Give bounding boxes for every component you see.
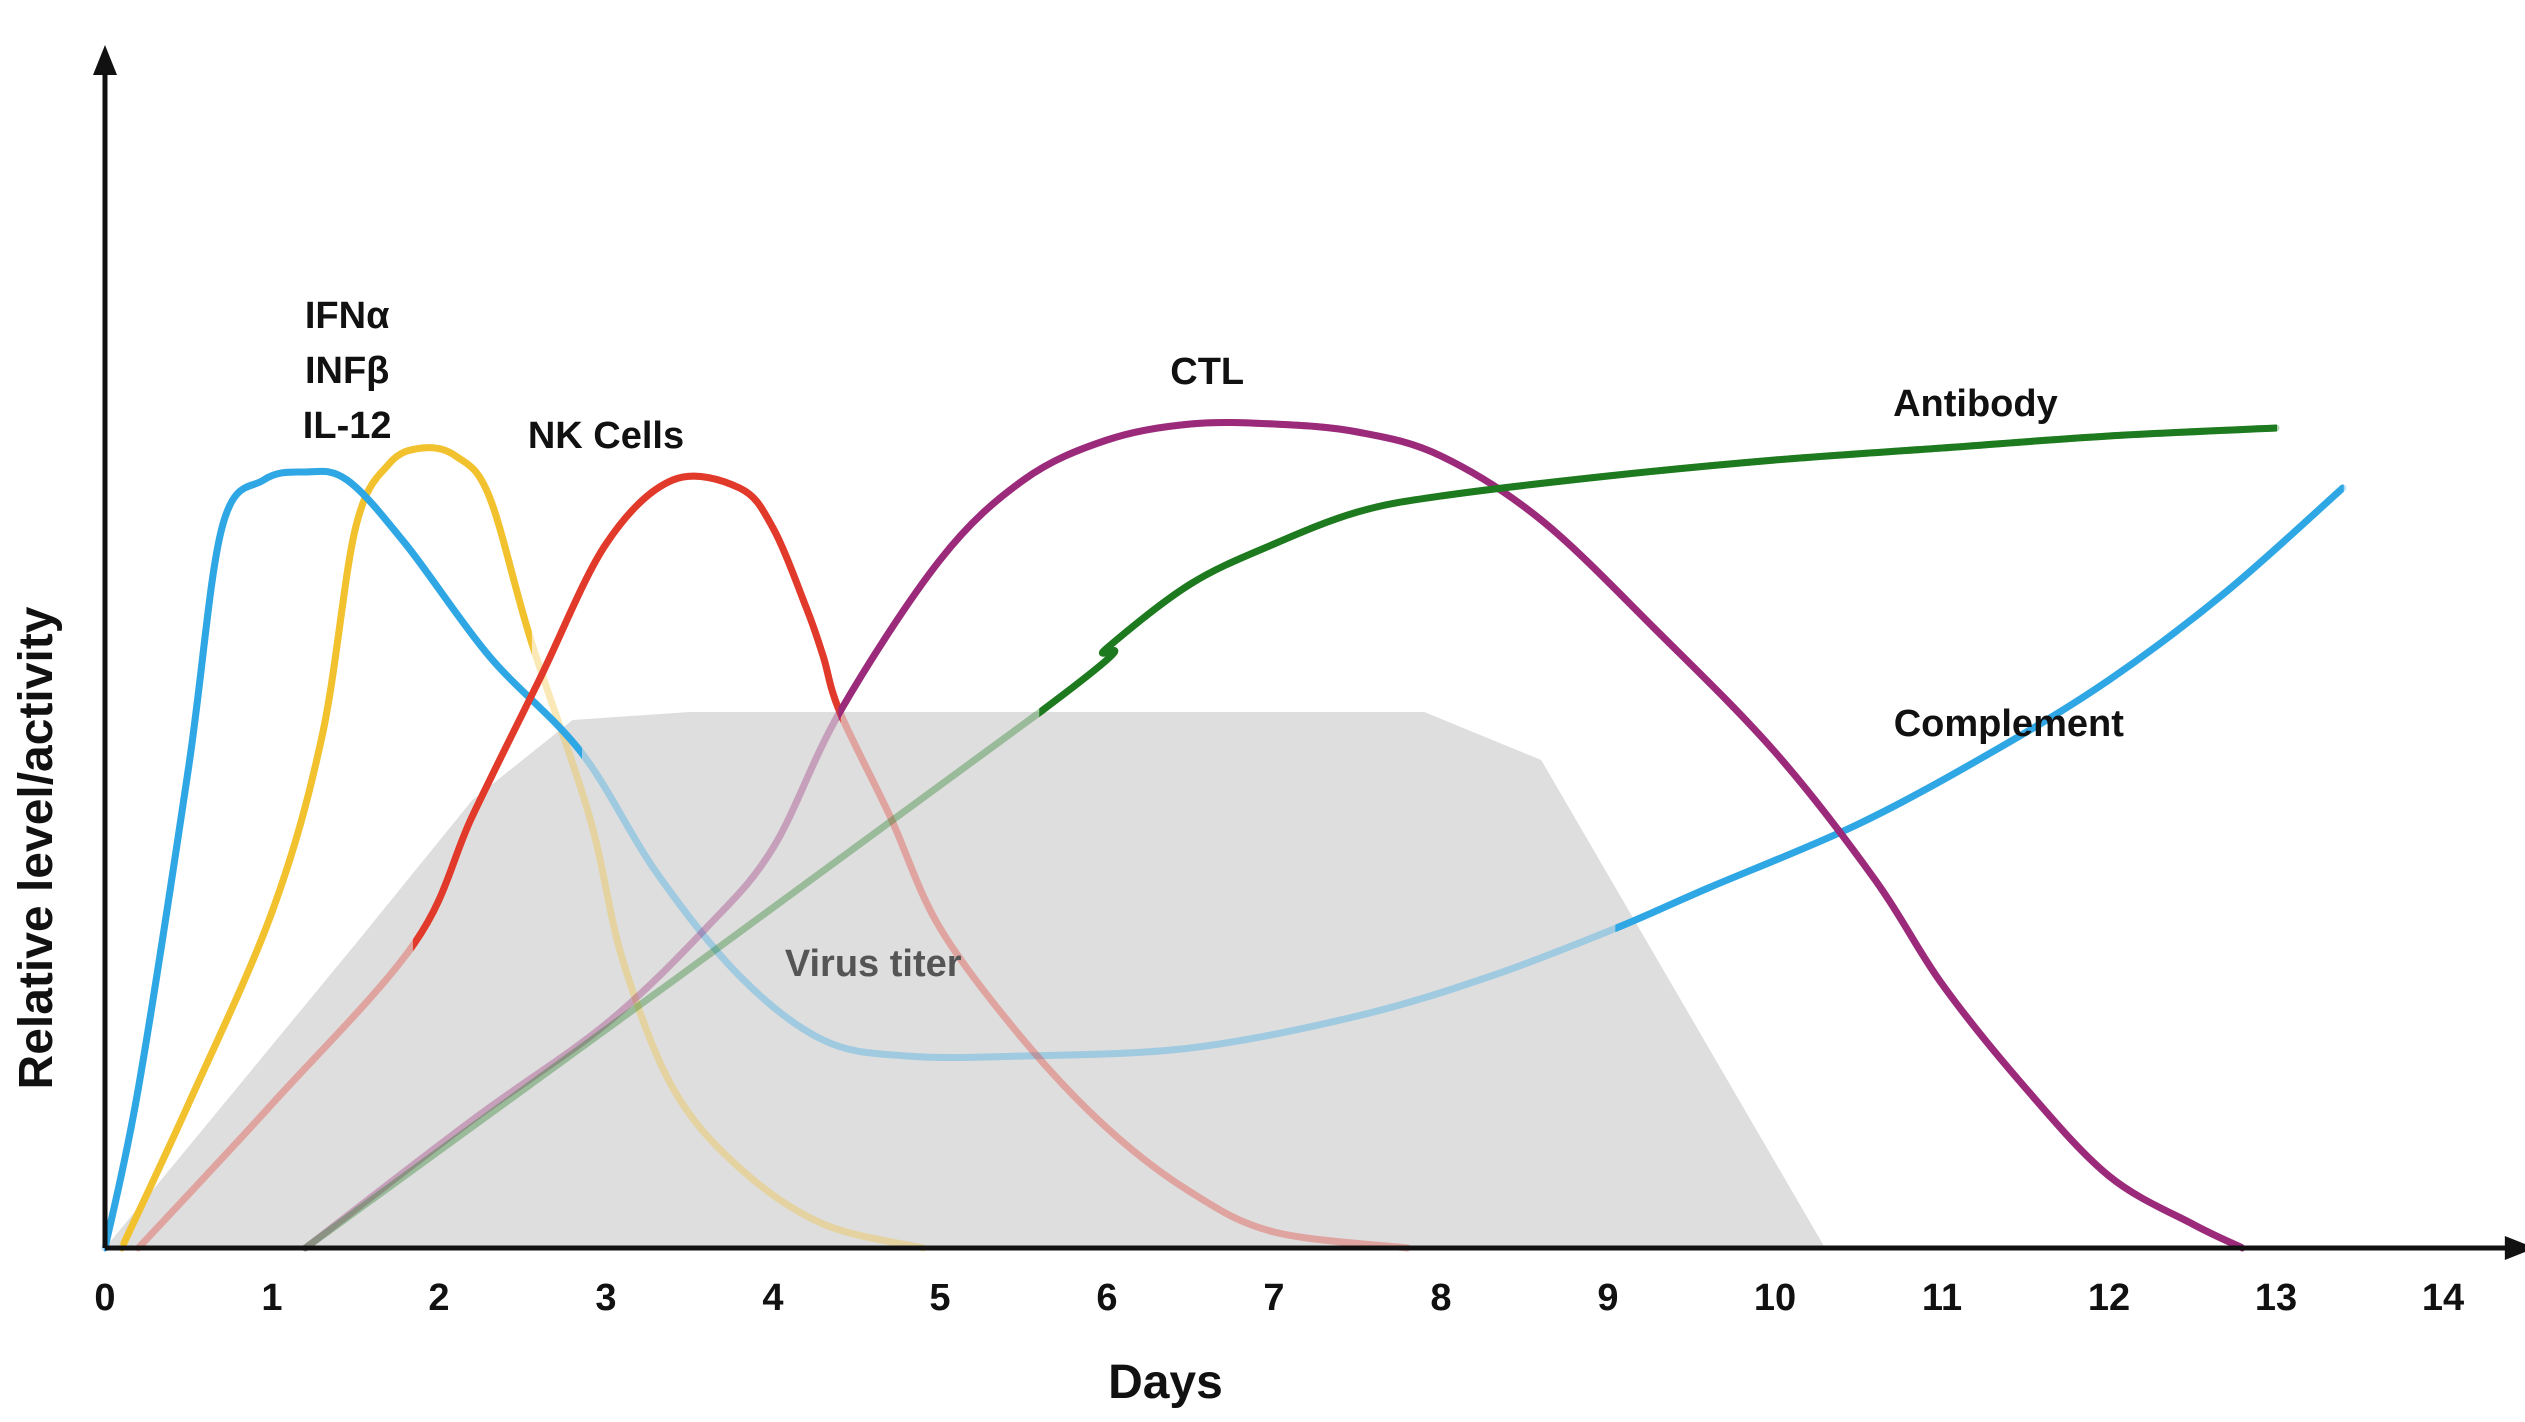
x-axis-title: Days <box>1108 1356 1223 1409</box>
x-tick-label-13: 13 <box>2255 1277 2297 1319</box>
label-nk-cells: NK Cells <box>528 415 684 457</box>
x-tick-label-9: 9 <box>1597 1277 1618 1319</box>
x-tick-label-7: 7 <box>1263 1277 1284 1319</box>
x-tick-label-0: 0 <box>94 1277 115 1319</box>
label-antibody: Antibody <box>1893 383 2058 425</box>
label-virus-titer: Virus titer <box>785 943 962 985</box>
y-axis-title: Relative level/activity <box>10 606 63 1089</box>
series-interferon-cytokine-response-blue <box>104 467 582 1252</box>
x-tick-label-2: 2 <box>428 1277 449 1319</box>
x-tick-label-5: 5 <box>929 1277 950 1319</box>
plot-layer <box>101 418 2347 1252</box>
x-tick-label-8: 8 <box>1430 1277 1451 1319</box>
series-nk-cells <box>412 472 841 952</box>
virus-titer-area <box>105 712 1826 1248</box>
x-tick-label-14: 14 <box>2422 1277 2464 1319</box>
y-axis-arrow-icon <box>93 45 117 75</box>
label-ctl: CTL <box>1170 351 1244 393</box>
x-tick-labels: 0 1 2 3 4 5 6 7 8 9 10 11 12 13 14 <box>94 1277 2464 1319</box>
label-ifn-cytokines: IFNα INFβ IL-12 <box>303 295 392 447</box>
x-tick-label-10: 10 <box>1754 1277 1796 1319</box>
x-tick-label-12: 12 <box>2088 1277 2130 1319</box>
series-labels: IFNα INFβ IL-12 NK Cells CTL Antibody Compleme… <box>303 295 2124 985</box>
x-tick-label-4: 4 <box>762 1277 783 1319</box>
x-tick-label-1: 1 <box>261 1277 282 1319</box>
axes-layer <box>93 45 2525 1260</box>
x-tick-label-6: 6 <box>1096 1277 1117 1319</box>
label-complement: Complement <box>1894 703 2124 745</box>
x-axis-arrow-icon <box>2504 1236 2525 1260</box>
x-tick-label-3: 3 <box>595 1277 616 1319</box>
series-interferon-cytokine-response-blue <box>1615 484 2344 933</box>
series-ifn-inf-il-12 <box>120 444 532 1252</box>
series-ctl <box>838 418 2244 1252</box>
series-antibody <box>1039 424 2277 718</box>
x-tick-label-11: 11 <box>1922 1277 1962 1319</box>
